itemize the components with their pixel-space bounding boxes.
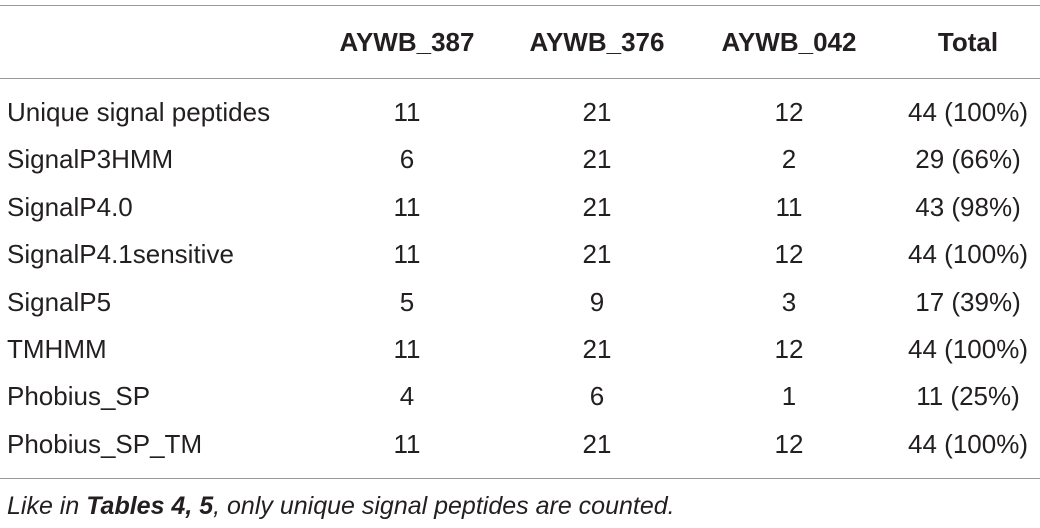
- cell-value: 44 (100%): [908, 428, 1028, 459]
- cell-value: 11: [393, 97, 421, 127]
- cell-value: 43 (98%): [915, 191, 1021, 222]
- cell-value: 21: [582, 191, 612, 222]
- row-label: TMHMM: [7, 334, 107, 364]
- top-rule: [0, 5, 1040, 6]
- cell-value: 12: [774, 334, 804, 364]
- cell-value: 29 (66%): [915, 144, 1021, 175]
- note-ref: Tables 4, 5: [86, 492, 214, 520]
- cell-value: 11: [393, 428, 421, 459]
- column-header: Total: [937, 27, 999, 57]
- cell-value: 11 (25%): [916, 381, 1020, 412]
- row-label: SignalP4.1sensitive: [7, 239, 234, 270]
- note-text: , only unique signal peptides are counte…: [213, 492, 675, 520]
- cell-value: 9: [589, 286, 605, 317]
- cell-value: 5: [399, 286, 415, 317]
- cell-value: 2: [781, 144, 797, 175]
- cell-value: 21: [582, 144, 612, 175]
- cell-value: 11: [775, 191, 803, 222]
- header-rule: [0, 78, 1040, 79]
- column-header: AYWB_042: [721, 27, 857, 57]
- row-label: SignalP3HMM: [7, 144, 174, 175]
- cell-value: 12: [774, 97, 804, 127]
- row-label: SignalP4.0: [7, 191, 133, 222]
- cell-value: 44 (100%): [908, 97, 1028, 127]
- column-header: AYWB_376: [529, 27, 665, 57]
- cell-value: 11: [393, 191, 421, 222]
- row-label: Phobius_SP: [7, 381, 151, 412]
- note-text: Like in: [7, 492, 87, 520]
- row-label: SignalP5: [7, 286, 112, 317]
- cell-value: 21: [582, 239, 612, 270]
- bottom-rule: [0, 478, 1040, 479]
- cell-value: 44 (100%): [908, 334, 1028, 364]
- footnote: Like in Tables 4, 5, only unique signal …: [7, 492, 675, 521]
- cell-value: 6: [589, 381, 605, 412]
- cell-value: 3: [781, 286, 797, 317]
- cell-value: 11: [393, 334, 421, 364]
- cell-value: 11: [393, 239, 421, 270]
- cell-value: 21: [582, 334, 612, 364]
- column-header: AYWB_387: [339, 27, 475, 57]
- cell-value: 12: [774, 239, 804, 270]
- cell-value: 12: [774, 428, 804, 459]
- cell-value: 4: [399, 381, 415, 412]
- cell-value: 17 (39%): [915, 286, 1021, 317]
- cell-value: 44 (100%): [908, 239, 1028, 270]
- cell-value: 1: [781, 381, 797, 412]
- cell-value: 21: [582, 97, 612, 127]
- row-label: Unique signal peptides: [7, 97, 271, 127]
- cell-value: 21: [582, 428, 612, 459]
- cell-value: 6: [399, 144, 415, 175]
- row-label: Phobius_SP_TM: [7, 428, 203, 459]
